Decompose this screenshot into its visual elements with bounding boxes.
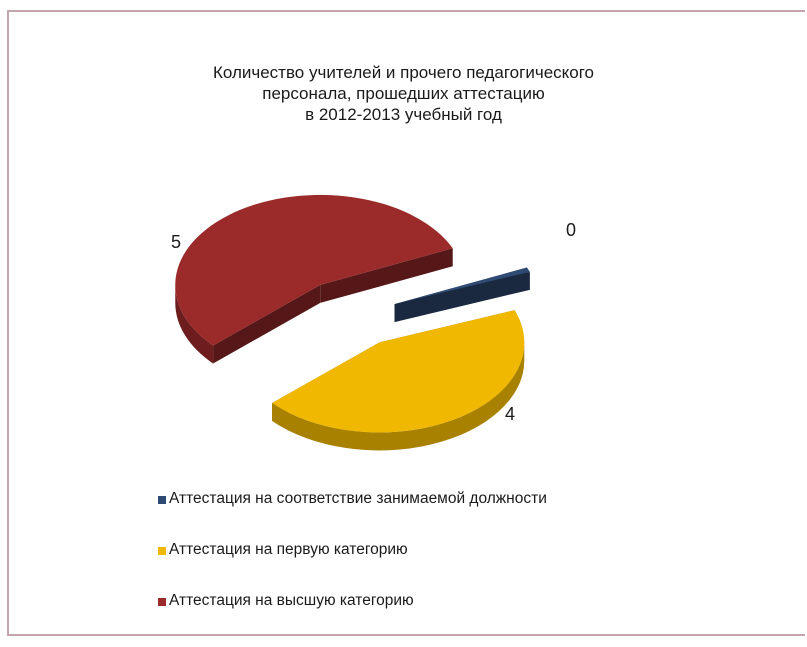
data-label-1: 4 xyxy=(505,404,515,424)
pie-slice-wall-2-0 xyxy=(213,284,321,364)
pie-slice-0 xyxy=(394,267,530,323)
legend-item-2: Аттестация на высшую категорию xyxy=(158,589,547,613)
legend-swatch-1 xyxy=(158,546,166,555)
chart-frame xyxy=(7,10,805,636)
legend-label-2: Аттестация на высшую категорию xyxy=(169,592,414,609)
legend-item-0: Аттестация на соответствие занимаемой до… xyxy=(158,487,547,511)
pie-slice-wall-2-1 xyxy=(320,248,453,303)
legend-label-1: Аттестация на первую категорию xyxy=(169,541,408,558)
legend-swatch-0 xyxy=(158,495,166,504)
legend: Аттестация на соответствие занимаемой до… xyxy=(158,487,547,640)
chart-title: Количество учителей и прочего педагогиче… xyxy=(0,62,807,125)
pie-slice-rim-1 xyxy=(272,342,525,451)
data-label-0: 0 xyxy=(566,220,576,240)
pie-slice-wall-0-1 xyxy=(394,271,530,323)
chart-title-line-1: Количество учителей и прочего педагогиче… xyxy=(212,63,595,82)
legend-swatch-2 xyxy=(158,597,166,606)
chart-title-line-3: в 2012-2013 учебный год xyxy=(305,105,502,124)
chart-title-line-2: персонала, прошедших аттестацию xyxy=(262,84,545,103)
pie-slice-rim-2 xyxy=(175,284,214,364)
pie-slice-2 xyxy=(175,194,453,364)
data-label-2: 5 xyxy=(171,232,181,252)
legend-label-0: Аттестация на соответствие занимаемой до… xyxy=(169,490,547,507)
pie-slice-top-2 xyxy=(175,194,453,346)
pie-slice-top-1 xyxy=(272,310,525,433)
pie-slice-top-0 xyxy=(394,267,530,305)
pie-slice-1 xyxy=(272,310,525,451)
legend-item-1: Аттестация на первую категорию xyxy=(158,538,547,562)
